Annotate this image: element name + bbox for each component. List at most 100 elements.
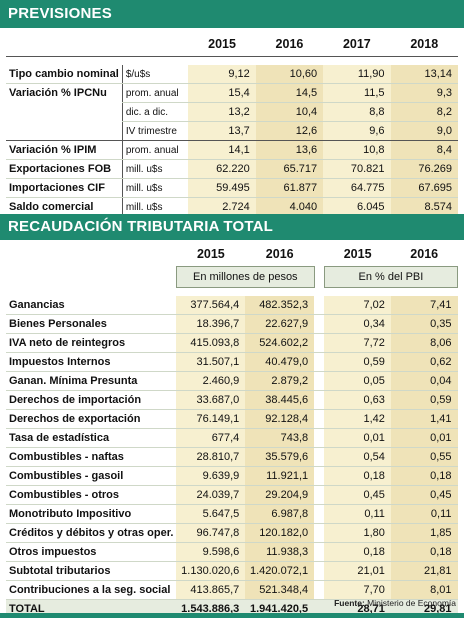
cell-value: 21,01 (324, 561, 391, 581)
table-row: Combustibles - otros 24.039,7 29.204,9 0,45… (6, 485, 458, 505)
previsiones-spacer (6, 57, 458, 66)
cell-value: 35.579,6 (245, 447, 315, 467)
column-gap (314, 447, 325, 467)
recaudacion-year-row: 2015 2016 2015 2016 (6, 242, 458, 267)
table-row: Variación % IPCNu prom. anual 15,4 14,5 … (6, 83, 458, 103)
row-label: Impuestos Internos (6, 352, 177, 372)
table-row: Saldo comercial mill. u$s 2.724 4.040 6.… (6, 197, 458, 217)
row-label: Otros impuestos (6, 542, 177, 562)
table-row: Combustibles - gasoil 9.639,9 11.921,1 0,18… (6, 466, 458, 486)
cell-value: 7,02 (324, 296, 391, 315)
row-label: Créditos y débitos y otras oper. (6, 523, 177, 543)
column-gap (314, 504, 325, 524)
cell-value: 33.687,0 (176, 390, 246, 410)
cell-value: 13,7 (188, 121, 256, 141)
cell-value: 0,59 (390, 390, 458, 410)
row-label: Ganancias (6, 296, 177, 315)
row-label: Tasa de estadística (6, 428, 177, 448)
recaudacion-header: RECAUDACIÓN TRIBUTARIA TOTAL (0, 214, 464, 240)
cell-value: 377.564,4 (176, 296, 246, 315)
table-row: Derechos de importación 33.687,0 38.445,6 0… (6, 390, 458, 410)
column-gap (314, 580, 325, 600)
cell-value: 18.396,7 (176, 314, 246, 334)
year-header: 2016 (255, 32, 324, 57)
cell-value: 8,2 (390, 102, 458, 122)
cell-value: 6.987,8 (245, 504, 315, 524)
cell-value: 0,05 (324, 371, 391, 391)
table-row: Ganan. Mínima Presunta 2.460,9 2.879,2 0,05… (6, 371, 458, 391)
cell-value: 0,01 (324, 428, 391, 448)
cell-value: 7,72 (324, 333, 391, 353)
unit-row: En millones de pesos En % del PBI (6, 266, 459, 288)
row-label: Variación % IPCNu (9, 87, 107, 100)
cell-value: 0,63 (324, 390, 391, 410)
cell-value: 0,01 (390, 428, 458, 448)
row-unit: dic. a dic. (121, 102, 189, 122)
row-label: Ganan. Mínima Presunta (6, 371, 177, 391)
cell-value: 67.695 (390, 178, 458, 198)
row-label: Importaciones CIF (6, 178, 123, 198)
cell-value: 415.093,8 (176, 333, 246, 353)
row-label: Variación % IPIM (6, 140, 123, 160)
cell-value: 1.130.020,6 (176, 561, 246, 581)
row-label (6, 103, 122, 122)
cell-value: 21,81 (390, 561, 458, 581)
cell-value: 677,4 (176, 428, 246, 448)
row-label: Derechos de importación (6, 390, 177, 410)
cell-value: 5.647,5 (176, 504, 246, 524)
cell-value: 59.495 (188, 178, 256, 198)
column-gap (314, 333, 325, 353)
cell-value: 0,62 (390, 352, 458, 372)
cell-value: 9.639,9 (176, 466, 246, 486)
cell-value: 11,90 (323, 65, 391, 84)
column-gap (314, 561, 325, 581)
cell-value: 31.507,1 (176, 352, 246, 372)
cell-value: 8,06 (390, 333, 458, 353)
cell-value: 10,8 (323, 140, 391, 160)
column-gap (314, 542, 325, 562)
recaudacion-table: 2015 2016 2015 2016 En millones de pesos… (6, 242, 459, 618)
row-label: Combustibles - naftas (6, 447, 177, 467)
table-row: Tasa de estadística 677,4 743,8 0,01 0,01 (6, 428, 458, 448)
cell-value: 8.574 (390, 197, 458, 217)
table-row: Subtotal tributarios 1.130.020,6 1.420.072… (6, 561, 458, 581)
table-row: Contribuciones a la seg. social 413.865,7… (6, 580, 458, 600)
cell-value: 0,35 (390, 314, 458, 334)
cell-value: 0,04 (390, 371, 458, 391)
cell-value: 61.877 (255, 178, 324, 198)
cell-value: 0,11 (390, 504, 458, 524)
cell-value: 0,18 (390, 466, 458, 486)
row-label: IVA neto de reintegros (6, 333, 177, 353)
column-gap (314, 352, 325, 372)
year-header: 2016 (410, 247, 439, 261)
row-label: Contribuciones a la seg. social (6, 580, 177, 600)
row-label (6, 121, 123, 141)
row-unit: IV trimestre (121, 121, 189, 141)
cell-value: 24.039,7 (176, 485, 246, 505)
year-header: 2015 (196, 247, 225, 261)
cell-value: 8,01 (390, 580, 458, 600)
row-label: Bienes Personales (6, 314, 177, 334)
cell-value: 0,55 (390, 447, 458, 467)
cell-value: 13,6 (255, 140, 324, 160)
cell-value: 9.598,6 (176, 542, 246, 562)
table-row: Créditos y débitos y otras oper. 96.747,8… (6, 523, 458, 543)
year-header: 2016 (265, 247, 294, 261)
cell-value: 14,5 (255, 83, 324, 103)
cell-value: 29.204,9 (245, 485, 315, 505)
cell-value: 62.220 (188, 159, 256, 179)
year-header: 2017 (323, 32, 391, 57)
table-row: Bienes Personales 18.396,7 22.627,9 0,34 0,3… (6, 314, 458, 334)
table-row: Importaciones CIF mill. u$s 59.495 61.87… (6, 178, 458, 198)
cell-value: 1,80 (324, 523, 391, 543)
column-gap (314, 466, 325, 486)
row-unit: prom. anual (121, 83, 189, 103)
cell-value: 92.128,4 (245, 409, 315, 429)
column-gap (314, 409, 325, 429)
year-header: 2018 (390, 32, 458, 57)
row-label: Monotributo Impositivo (6, 504, 177, 524)
cell-value: 413.865,7 (176, 580, 246, 600)
cell-value: 13,14 (390, 65, 458, 84)
source-note: Fuente: Ministerio de Economía (334, 598, 456, 608)
cell-value: 7,70 (324, 580, 391, 600)
